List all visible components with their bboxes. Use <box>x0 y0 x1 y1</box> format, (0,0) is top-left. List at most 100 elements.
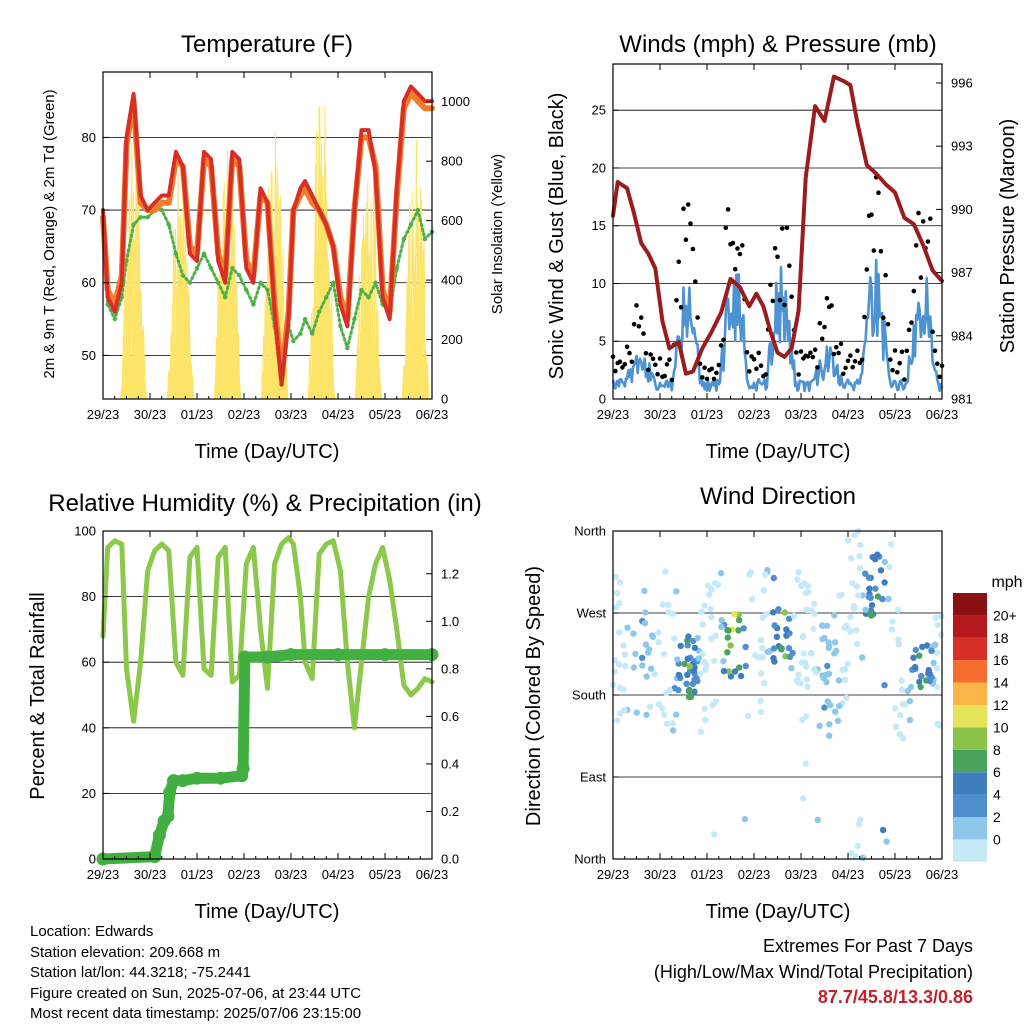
temperature-xlabel: Time (Day/UTC) <box>195 441 340 463</box>
direction-point <box>644 649 652 656</box>
gust-point <box>916 210 921 216</box>
direction-point <box>874 551 881 558</box>
direction-point <box>663 720 671 727</box>
direction-point <box>621 651 629 658</box>
direction-point <box>847 628 854 635</box>
series-2m-t <box>101 84 434 387</box>
pressure-point <box>832 75 836 79</box>
direction-point <box>708 614 715 621</box>
direction-point <box>674 656 681 663</box>
data-point <box>265 686 270 691</box>
direction-point <box>761 680 768 687</box>
direction-point <box>736 616 743 624</box>
pressure-point <box>823 119 826 123</box>
data-point <box>402 99 406 103</box>
gust-point <box>925 239 931 244</box>
gust-point <box>629 359 635 365</box>
gust-point <box>718 343 724 348</box>
data-point <box>124 258 129 264</box>
data-point <box>359 660 364 665</box>
direction-point <box>711 831 718 838</box>
data-point <box>423 99 427 103</box>
direction-point <box>934 683 941 691</box>
direction-point <box>910 654 917 661</box>
colorbar-swatch <box>953 772 987 795</box>
direction-point <box>898 677 905 684</box>
pressure-point <box>790 346 794 350</box>
data-point <box>160 193 164 198</box>
gust-point <box>930 329 935 335</box>
rh-ytick-label: 0 <box>89 852 96 867</box>
pres-y2tick-label: 984 <box>951 328 973 343</box>
direction-point <box>675 686 682 694</box>
rh-xtick-label: 06/23 <box>416 867 449 882</box>
data-point <box>216 280 221 285</box>
direction-point <box>778 645 785 652</box>
data-point <box>181 164 185 169</box>
data-point <box>345 345 350 351</box>
data-point <box>258 627 263 632</box>
gust-point <box>859 357 865 363</box>
gust-point <box>634 303 639 308</box>
data-point <box>174 150 178 154</box>
direction-point <box>926 670 933 677</box>
direction-point <box>690 667 698 674</box>
gust-point <box>631 322 637 327</box>
data-point <box>173 251 179 256</box>
direction-point <box>917 683 924 691</box>
gust-point <box>779 226 785 231</box>
direction-point <box>649 633 657 640</box>
data-point <box>209 157 213 161</box>
direction-xlabel: Time (Day/UTC) <box>706 901 851 923</box>
temp-xtick-label: 02/23 <box>228 407 261 422</box>
direction-point <box>647 665 655 672</box>
gust-point <box>897 360 902 366</box>
direction-point <box>712 698 720 705</box>
direction-point <box>759 644 766 652</box>
gust-point <box>935 361 940 367</box>
temp-xtick-label: 29/23 <box>87 407 120 422</box>
data-point <box>119 295 125 300</box>
data-point <box>120 281 124 285</box>
direction-point <box>775 606 782 613</box>
winds-y2label: Station Pressure (Maroon) <box>997 119 1019 354</box>
pressure-point <box>855 121 859 125</box>
gust-point <box>685 202 691 207</box>
direction-point <box>641 587 648 595</box>
rh-xtick-label: 04/23 <box>322 867 355 882</box>
direction-point <box>724 649 731 656</box>
temperature-title: Temperature (F) <box>181 31 353 58</box>
temp-xtick-label: 05/23 <box>369 407 402 422</box>
data-point <box>338 568 343 573</box>
direction-point <box>737 672 745 680</box>
direction-point <box>852 853 859 860</box>
gust-point <box>678 305 684 310</box>
direction-point <box>727 673 735 680</box>
data-point <box>331 244 335 248</box>
gust-point <box>688 221 693 226</box>
data-point <box>124 666 129 671</box>
direction-point <box>844 537 852 544</box>
gust-point <box>794 350 799 355</box>
direction-point <box>930 659 937 667</box>
data-point <box>251 545 256 550</box>
data-point <box>223 281 227 285</box>
colorbar-swatch <box>953 727 987 750</box>
direction-point <box>823 622 831 629</box>
direction-point <box>714 581 722 588</box>
data-point <box>251 302 256 307</box>
wind-xtick-label: 03/23 <box>785 407 818 422</box>
solar-y2tick-label: 800 <box>441 154 463 169</box>
direction-point <box>797 582 805 590</box>
series-precip <box>96 648 439 866</box>
data-point <box>302 316 308 322</box>
extremes-title: Extremes For Past 7 Days <box>762 936 973 956</box>
solar-y2tick-label: 200 <box>441 332 463 347</box>
direction-point <box>841 624 848 631</box>
direction-point <box>888 626 895 633</box>
data-point <box>244 287 249 293</box>
pressure-point <box>684 372 688 376</box>
gust-point <box>751 356 757 362</box>
direction-point <box>831 612 838 619</box>
direction-point <box>855 820 863 828</box>
